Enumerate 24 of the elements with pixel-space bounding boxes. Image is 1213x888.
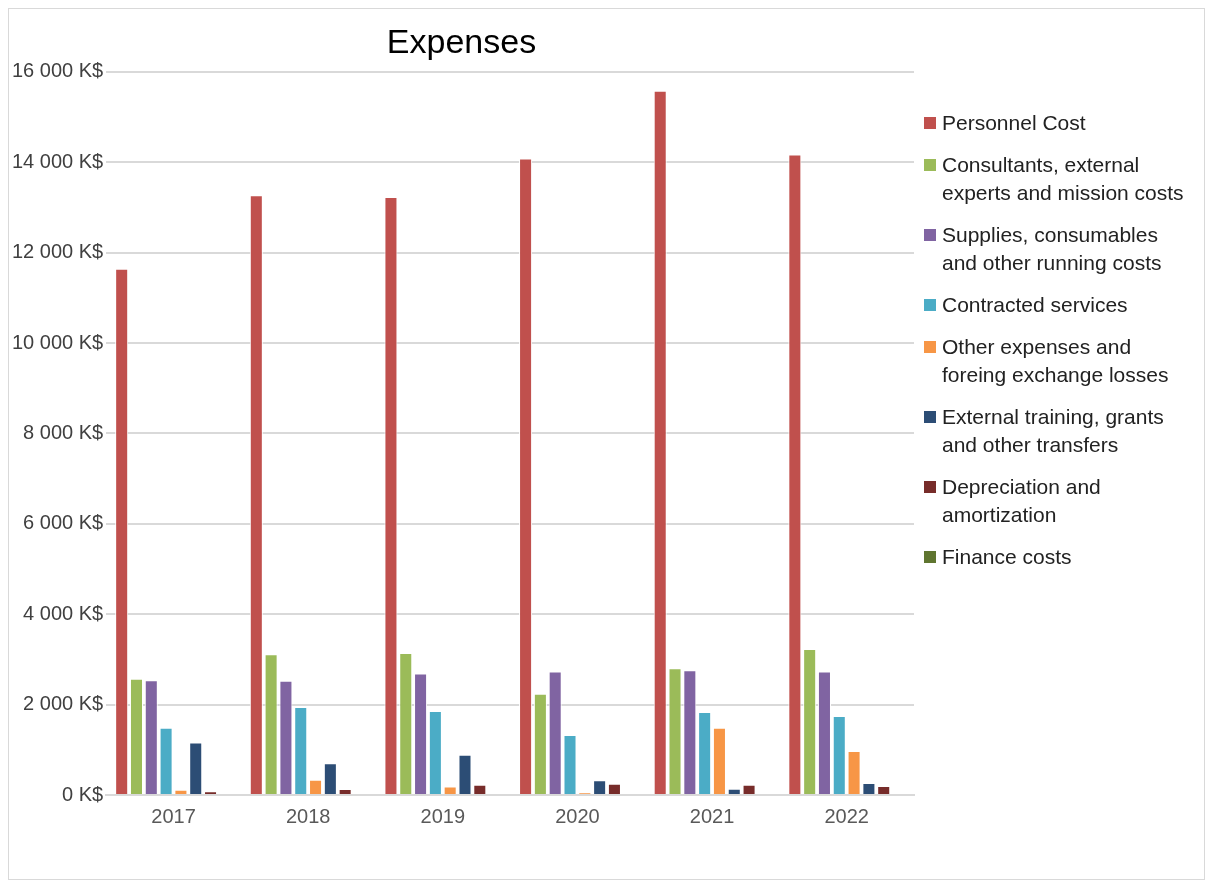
y-tick-label: 10 000 K$ xyxy=(11,330,104,353)
legend-label: Depreciation and amortization xyxy=(942,474,1102,528)
legend-label: Finance costs xyxy=(942,544,1072,570)
legend-label: Contracted services xyxy=(942,292,1128,318)
y-tick-label: 14 000 K$ xyxy=(11,149,104,172)
y-tick-label: 8 000 K$ xyxy=(23,420,104,443)
chart-title: Expenses xyxy=(386,21,537,60)
x-tick-label: 2021 xyxy=(689,804,735,827)
y-tick-label: 0 K$ xyxy=(62,782,104,805)
y-tick-label: 12 000 K$ xyxy=(11,240,104,263)
x-tick-label: 2018 xyxy=(285,804,331,827)
legend-label: Personnel Cost xyxy=(942,110,1086,136)
y-tick-label: 6 000 K$ xyxy=(23,511,104,534)
x-tick-label: 2022 xyxy=(824,804,869,827)
y-tick-label: 16 000 K$ xyxy=(11,59,104,82)
legend-label: Other expenses and foreing exchange losses xyxy=(942,334,1170,388)
x-tick-label: 2017 xyxy=(151,804,196,827)
x-tick-label: 2020 xyxy=(555,804,600,827)
legend-label: Supplies, consumables and other running costs xyxy=(942,222,1163,276)
legend-label: External training, grants and other transfers xyxy=(942,404,1165,458)
y-tick-label: 4 000 K$ xyxy=(23,601,104,624)
x-tick-label: 2019 xyxy=(420,804,466,827)
y-tick-label: 2 000 K$ xyxy=(23,692,104,715)
legend-label: Consultants, external experts and mission costs xyxy=(942,152,1185,206)
